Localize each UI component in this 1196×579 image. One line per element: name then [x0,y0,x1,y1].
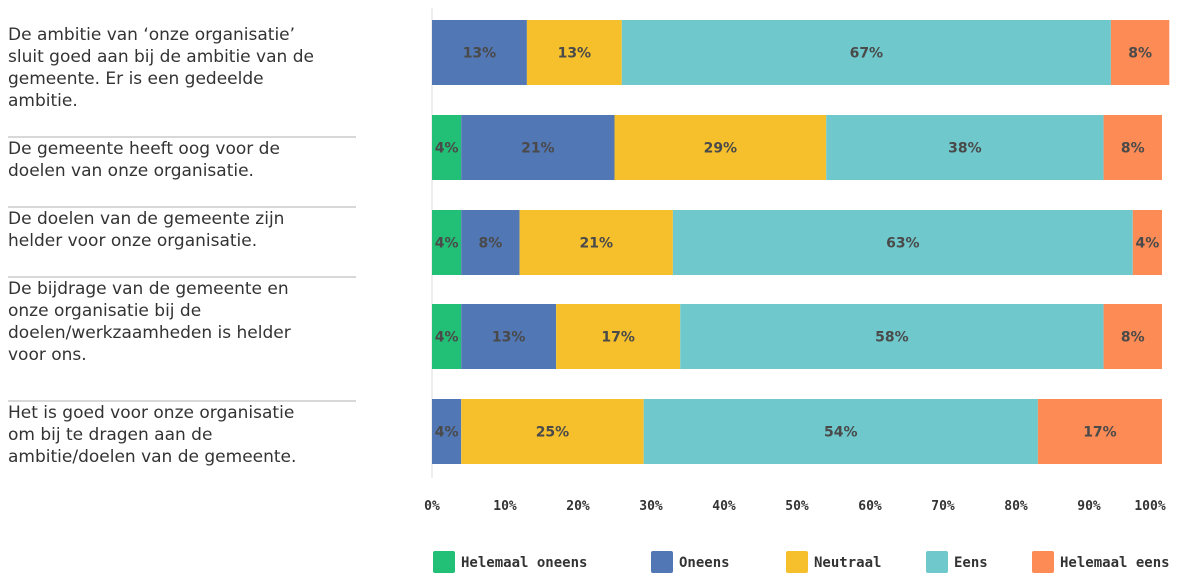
category-label-line: doelen/werkzaamheden is helder [8,323,291,343]
category-label-line: sluit goed aan bij de ambitie van de [8,47,314,67]
bar-segment [826,115,1104,180]
legend-swatch [786,551,808,573]
bar-segment [526,20,622,85]
x-tick-label: 100% [1134,499,1165,514]
data-label: 17% [601,330,635,346]
data-label: 8% [1128,46,1152,62]
x-tick-label: 30% [639,499,663,514]
legend-label: Helemaal oneens [461,555,587,571]
category-label-line: onze organisatie bij de [8,301,202,321]
data-label: 63% [886,236,920,252]
bar-segment [461,115,615,180]
data-label: 8% [1121,141,1145,157]
category-label: De gemeente heeft oog voor de doelen van … [8,138,356,208]
category-label: De ambitie van ‘onze organisatie’ sluit g… [8,24,356,138]
data-label: 4% [435,425,459,441]
bar-segment [1132,210,1162,275]
data-label: 13% [558,46,592,62]
category-label-line: ambitie. [8,91,78,111]
x-tick-label: 50% [785,499,809,514]
bar-segment [432,20,527,85]
data-label: 29% [704,141,738,157]
bar-segment [1103,304,1162,369]
data-label: 38% [948,141,982,157]
x-tick-label: 0% [424,499,440,514]
x-tick-label: 90% [1077,499,1101,514]
x-tick-label: 20% [566,499,590,514]
legend-label: Neutraal [814,555,881,571]
data-label: 13% [492,330,526,346]
bar-segment [461,304,557,369]
category-label-line: Het is goed voor onze organisatie [8,403,295,423]
bar-segment [614,115,827,180]
data-label: 21% [521,141,555,157]
category-label-line: doelen van onze organisatie. [8,161,254,181]
legend-swatch [926,551,948,573]
bar-segment [432,304,462,369]
category-label: De bijdrage van de gemeente en onze organ… [8,278,356,402]
bar-segment [432,210,462,275]
bar-segment [1103,115,1162,180]
bar-segment [1110,20,1170,85]
data-label: 4% [435,141,459,157]
category-label-line: om bij te dragen aan de [8,425,213,445]
bar-segment [643,399,1038,464]
category-label-line: De gemeente heeft oog voor de [8,139,280,159]
category-label: Het is goed voor onze organisatie om bij … [8,402,356,492]
bar-segment [556,304,681,369]
legend-swatch [651,551,673,573]
category-label: De doelen van de gemeente zijn helder voo… [8,208,356,278]
data-label: 54% [824,425,858,441]
category-label-line: helder voor onze organisatie. [8,231,258,251]
bar-segment [621,20,1111,85]
data-label: 25% [536,425,570,441]
x-tick-label: 80% [1004,499,1028,514]
data-label: 4% [435,330,459,346]
x-tick-label: 70% [931,499,955,514]
legend-label: Helemaal eens [1060,555,1170,571]
data-label: 4% [1136,236,1160,252]
category-label-line: De bijdrage van de gemeente en [8,279,289,299]
bar-segment [672,210,1133,275]
legend-label: Oneens [679,555,730,571]
category-label-line: ambitie/doelen van de gemeente. [8,447,297,467]
legend-label: Eens [954,555,988,571]
category-label-line: voor ons. [8,345,87,365]
bar-segment [432,399,462,464]
legend-swatch [1032,551,1054,573]
category-label-line: gemeente. Er is een gedeelde [8,69,264,89]
category-label-line: De doelen van de gemeente zijn [8,209,285,229]
x-tick-label: 40% [712,499,736,514]
x-tick-label: 60% [858,499,882,514]
data-label: 8% [1121,330,1145,346]
data-label: 58% [875,330,909,346]
data-label: 4% [435,236,459,252]
bar-segment [680,304,1104,369]
bar-segment [519,210,673,275]
data-label: 67% [850,46,884,62]
category-label-line: De ambitie van ‘onze organisatie’ [8,25,296,45]
bar-segment [1037,399,1162,464]
data-label: 13% [463,46,497,62]
data-label: 21% [579,236,613,252]
data-label: 8% [479,236,503,252]
data-label: 17% [1083,425,1117,441]
legend-swatch [433,551,455,573]
bar-segment [461,210,520,275]
bar-segment [432,115,462,180]
x-tick-label: 10% [493,499,517,514]
bar-segment [461,399,644,464]
